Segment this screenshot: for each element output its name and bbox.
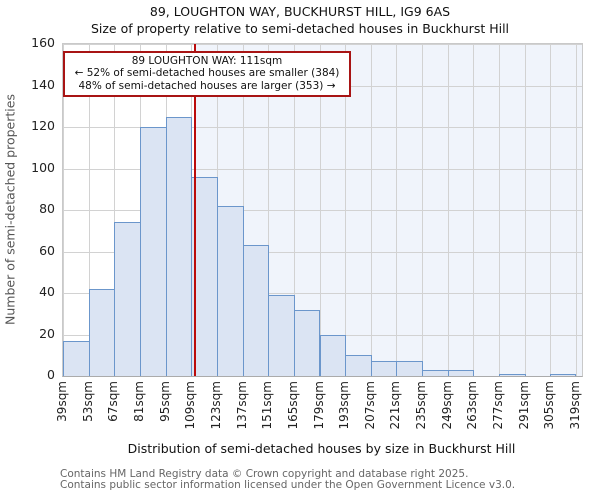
v-gridline: [447, 44, 449, 376]
x-tick-label: 207sqm: [362, 381, 377, 430]
y-tick-label: 120: [31, 118, 55, 133]
x-tick-label: 193sqm: [337, 381, 352, 430]
histogram-bar: [268, 295, 295, 376]
annotation-line-1: 89 LOUGHTON WAY: 111sqm: [131, 55, 283, 67]
histogram-bar: [345, 355, 372, 376]
v-gridline: [550, 44, 552, 376]
x-tick-label: 179sqm: [311, 381, 326, 430]
histogram-bar: [447, 369, 475, 376]
v-gridline: [499, 44, 501, 376]
histogram-bar: [88, 288, 116, 376]
histogram-bar: [499, 373, 526, 376]
v-gridline: [396, 44, 398, 376]
y-tick-label: 60: [39, 242, 55, 258]
y-tick-label: 140: [31, 76, 55, 92]
v-gridline: [63, 44, 64, 376]
h-gridline: [63, 210, 582, 211]
y-tick-label: 40: [39, 284, 55, 299]
v-gridline: [268, 44, 270, 376]
annotation-line-2: ← 52% of semi-detached houses are smalle…: [74, 67, 340, 80]
x-tick-label: 277sqm: [491, 381, 506, 430]
h-gridline: [63, 168, 582, 170]
histogram-bar: [550, 373, 576, 376]
v-gridline: [345, 44, 347, 376]
chart-subtitle: Size of property relative to semi-detach…: [90, 21, 510, 36]
histogram-bar: [319, 334, 347, 376]
v-gridline: [293, 44, 295, 376]
x-tick-label: 235sqm: [414, 381, 429, 430]
v-gridline: [524, 44, 526, 376]
histogram-bar: [139, 127, 167, 376]
x-axis-label: Distribution of semi-detached houses by …: [127, 441, 516, 456]
y-tick-label: 160: [31, 35, 55, 50]
x-tick-label: 221sqm: [388, 381, 403, 430]
annotation-box: 89 LOUGHTON WAY: 111sqm ← 52% of semi-de…: [63, 51, 351, 98]
v-gridline: [473, 44, 475, 376]
x-tick-label: 53sqm: [80, 381, 95, 422]
histogram-bar: [63, 340, 90, 376]
v-gridline: [370, 44, 372, 376]
y-tick-label: 100: [31, 159, 55, 175]
marker-line: [193, 44, 196, 376]
y-tick-label: 0: [47, 367, 55, 382]
histogram-bar: [114, 222, 141, 376]
histogram-bar: [396, 361, 424, 376]
v-gridline: [114, 44, 116, 376]
x-tick-label: 263sqm: [465, 381, 480, 430]
x-tick-label: 67sqm: [106, 381, 121, 422]
x-tick-label: 81sqm: [131, 381, 146, 422]
x-tick-label: 39sqm: [55, 381, 69, 422]
x-tick-label: 123sqm: [208, 381, 223, 430]
footer-line-2: Contains public sector information licen…: [60, 479, 516, 491]
v-gridline: [576, 44, 577, 376]
h-gridline: [63, 44, 582, 45]
annotation-line-3: 48% of semi-detached houses are larger (…: [78, 79, 336, 92]
histogram-bar: [216, 205, 244, 376]
h-gridline: [63, 293, 582, 294]
x-tick-label: 319sqm: [568, 381, 582, 430]
x-tick-label: 109sqm: [183, 381, 198, 430]
x-tick-label: 249sqm: [439, 381, 454, 430]
histogram-bar: [165, 116, 193, 376]
x-tick-label: 137sqm: [234, 381, 249, 430]
h-gridline: [63, 127, 582, 128]
y-tick-label: 80: [39, 201, 55, 216]
footer-line-1: Contains HM Land Registry data © Crown c…: [60, 468, 469, 480]
plot-area: 89 LOUGHTON WAY: 111sqm ← 52% of semi-de…: [62, 43, 583, 377]
x-tick-label: 165sqm: [285, 381, 300, 430]
x-tick-label: 151sqm: [260, 381, 275, 430]
h-gridline: [63, 251, 582, 253]
histogram-bar: [422, 369, 449, 376]
x-tick-label: 291sqm: [516, 381, 531, 430]
chart-title: 89, LOUGHTON WAY, BUCKHURST HILL, IG9 6A…: [149, 4, 451, 19]
v-gridline: [319, 44, 321, 376]
histogram-bar: [293, 309, 321, 376]
y-tick-label: 20: [39, 325, 55, 341]
v-gridline: [422, 44, 424, 376]
histogram-bar: [370, 361, 398, 376]
histogram-bar: [242, 245, 270, 376]
x-tick-label: 95sqm: [157, 381, 172, 422]
x-tick-label: 305sqm: [542, 381, 557, 430]
v-gridline: [88, 44, 90, 376]
